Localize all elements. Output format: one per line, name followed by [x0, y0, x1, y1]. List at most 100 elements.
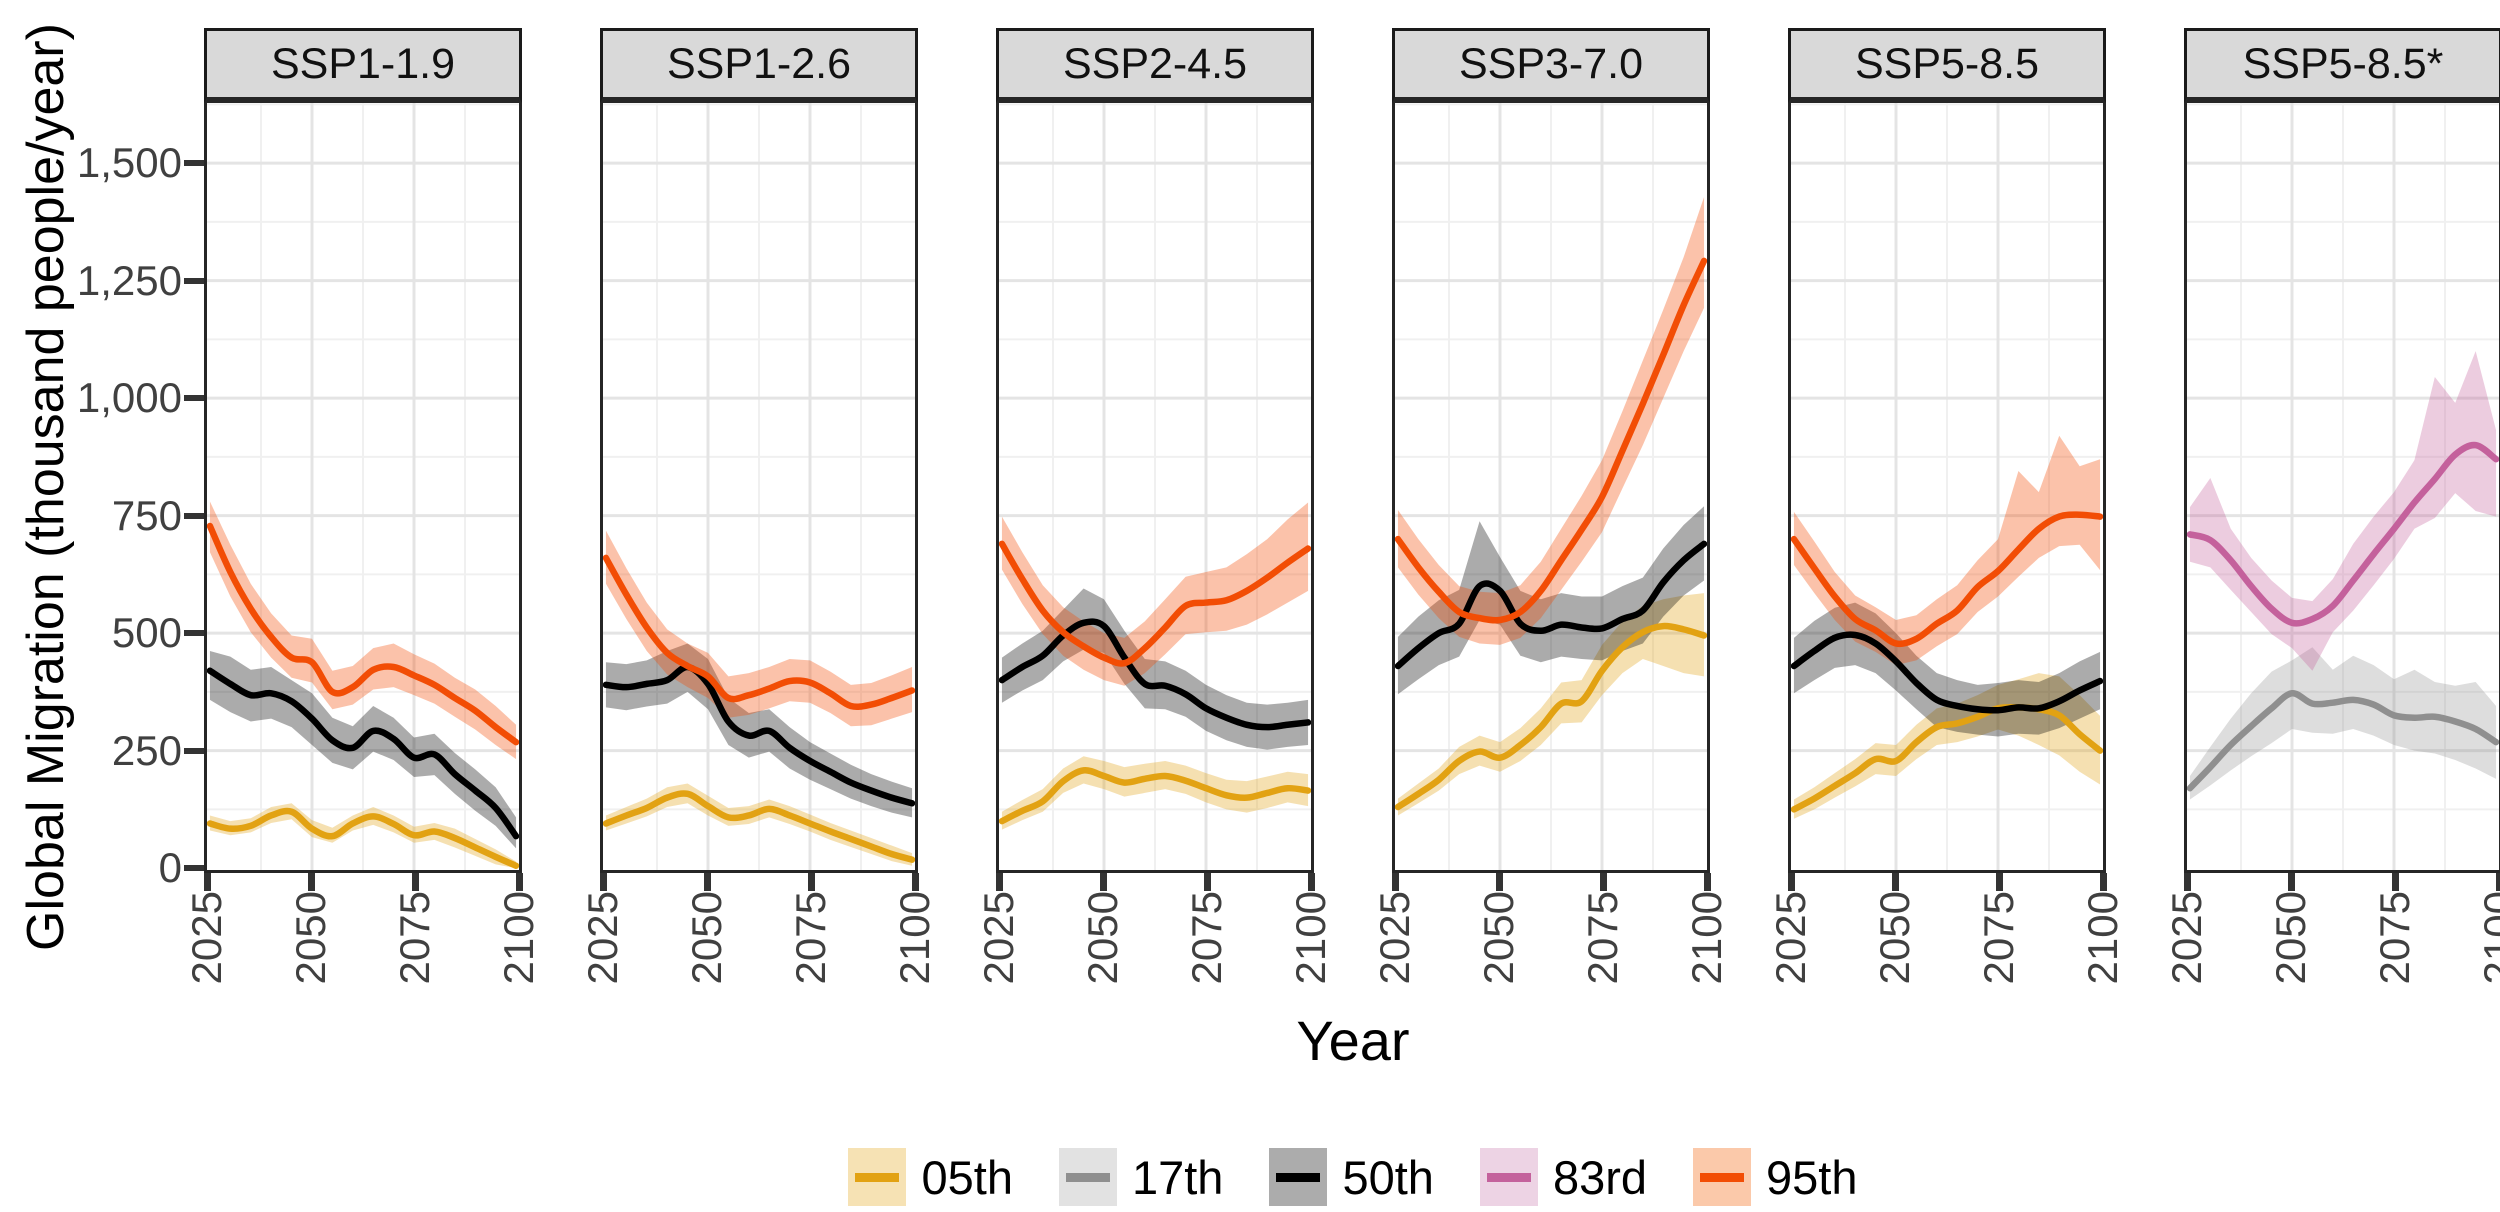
x-tick-mark — [1099, 873, 1107, 891]
legend-item-50th: 50th — [1269, 1148, 1434, 1206]
y-tick-label: 250 — [111, 726, 182, 774]
legend-line-swatch — [1276, 1172, 1321, 1182]
x-tick-label: 2025 — [975, 891, 1022, 985]
x-axis: 2025 2050 2075 2100 — [183, 873, 542, 1018]
line-95th — [207, 522, 519, 746]
legend-key-83rd-icon — [1479, 1148, 1538, 1206]
ribbon-50th — [1397, 506, 1705, 695]
y-tick-mark — [184, 747, 204, 754]
ribbon-95th — [209, 501, 517, 760]
legend-line-swatch — [855, 1172, 900, 1182]
facet-strip: SSP2-4.5 — [996, 28, 1314, 103]
legend-label: 95th — [1766, 1150, 1858, 1204]
line-83rd — [2187, 441, 2499, 627]
x-tick-mark — [703, 873, 711, 891]
line-50th — [1791, 631, 2103, 714]
facet-panel-ssp5-85-star: SSP5-8.5* 2025 2050 2075 2100 — [2163, 28, 2500, 1018]
ribbon-05th — [1397, 593, 1705, 816]
x-tick-label: 2025 — [579, 891, 626, 985]
legend-line-swatch — [1700, 1172, 1745, 1182]
ribbon-50th — [1793, 602, 2101, 737]
x-tick-label: 2075 — [1183, 891, 1230, 985]
plot-area — [2184, 103, 2500, 873]
facet-strip: SSP1-1.9 — [204, 28, 522, 103]
y-axis: 0 250 500 750 1,000 1,250 1,500 — [0, 0, 210, 1000]
line-17th — [2187, 690, 2499, 792]
facet-title: SSP2-4.5 — [1062, 40, 1248, 88]
x-tick-label: 2050 — [287, 891, 334, 985]
legend-item-83rd: 83rd — [1479, 1148, 1647, 1206]
x-tick-label: 2025 — [1767, 891, 1814, 985]
ribbon-83rd — [2189, 351, 2497, 671]
x-tick-label: 2075 — [1975, 891, 2022, 985]
x-tick-label: 2100 — [495, 891, 542, 985]
y-tick-label: 0 — [158, 844, 182, 892]
x-tick-mark — [599, 873, 607, 891]
line-05th — [1395, 622, 1707, 811]
line-05th — [999, 767, 1311, 825]
facet-panel-ssp5-85: SSP5-8.5 2025 2050 2075 2100 — [1767, 28, 2126, 1018]
facet-title: SSP5-8.5* — [2242, 40, 2444, 88]
legend-item-95th: 95th — [1693, 1148, 1858, 1206]
chart-canvas — [1791, 103, 2103, 870]
x-tick-mark — [1599, 873, 1607, 891]
legend-key-50th-icon — [1269, 1148, 1328, 1206]
ribbon-95th — [1793, 435, 2101, 666]
facet-title: SSP5-8.5 — [1854, 40, 2040, 88]
x-tick-mark — [515, 873, 523, 891]
ribbon-95th — [605, 530, 913, 727]
x-tick-mark — [1787, 873, 1795, 891]
line-50th — [1395, 540, 1707, 670]
legend-label: 50th — [1342, 1150, 1434, 1204]
line-95th — [999, 540, 1311, 667]
x-tick-label: 2050 — [683, 891, 730, 985]
x-tick-mark — [995, 873, 1003, 891]
legend-label: 17th — [1131, 1150, 1224, 1204]
x-tick-mark — [2287, 873, 2295, 891]
x-tick-mark — [1703, 873, 1711, 891]
x-tick-mark — [2495, 873, 2500, 891]
x-tick-mark — [411, 873, 419, 891]
legend: 05th 17th 50th 83rd 95th — [204, 1148, 2500, 1206]
line-50th — [999, 618, 1311, 731]
x-tick-label: 2100 — [1683, 891, 1730, 985]
x-axis: 2025 2050 2075 2100 — [975, 873, 1334, 1018]
x-tick-label: 2075 — [787, 891, 834, 985]
ribbon-50th — [1001, 588, 1309, 750]
x-tick-mark — [1391, 873, 1399, 891]
legend-key-17th-icon — [1058, 1148, 1117, 1206]
plot-area — [996, 103, 1314, 873]
legend-key-95th-icon — [1693, 1148, 1752, 1206]
ribbon-05th — [209, 803, 517, 869]
x-tick-mark — [1891, 873, 1899, 891]
x-tick-mark — [1495, 873, 1503, 891]
chart-canvas — [603, 103, 915, 870]
legend-key-05th-icon — [848, 1148, 907, 1206]
facet-panel-ssp1-26: SSP1-2.6 2025 2050 2075 2100 — [579, 28, 938, 1018]
x-tick-label: 2100 — [2475, 891, 2500, 985]
x-tick-label: 2075 — [1579, 891, 1626, 985]
ribbon-17th — [2189, 647, 2497, 800]
ribbon-05th — [605, 783, 913, 866]
legend-label: 05th — [921, 1150, 1013, 1204]
legend-item-05th: 05th — [848, 1148, 1013, 1206]
x-tick-label: 2050 — [1871, 891, 1918, 985]
y-tick-mark — [184, 865, 204, 872]
line-95th — [1395, 257, 1707, 624]
line-05th — [207, 807, 519, 870]
x-tick-label: 2075 — [391, 891, 438, 985]
x-axis: 2025 2050 2075 2100 — [579, 873, 938, 1018]
x-tick-mark — [1307, 873, 1315, 891]
x-tick-mark — [2391, 873, 2399, 891]
y-tick-label: 750 — [111, 491, 182, 539]
x-tick-label: 2050 — [1079, 891, 1126, 985]
x-tick-label: 2025 — [183, 891, 230, 985]
y-tick-mark — [184, 630, 204, 637]
x-tick-label: 2100 — [891, 891, 938, 985]
x-tick-label: 2025 — [1371, 891, 1418, 985]
x-tick-mark — [307, 873, 315, 891]
y-tick-label: 500 — [111, 609, 182, 657]
x-tick-mark — [1995, 873, 2003, 891]
y-tick-label: 1,500 — [76, 139, 182, 187]
line-95th — [1791, 511, 2103, 648]
